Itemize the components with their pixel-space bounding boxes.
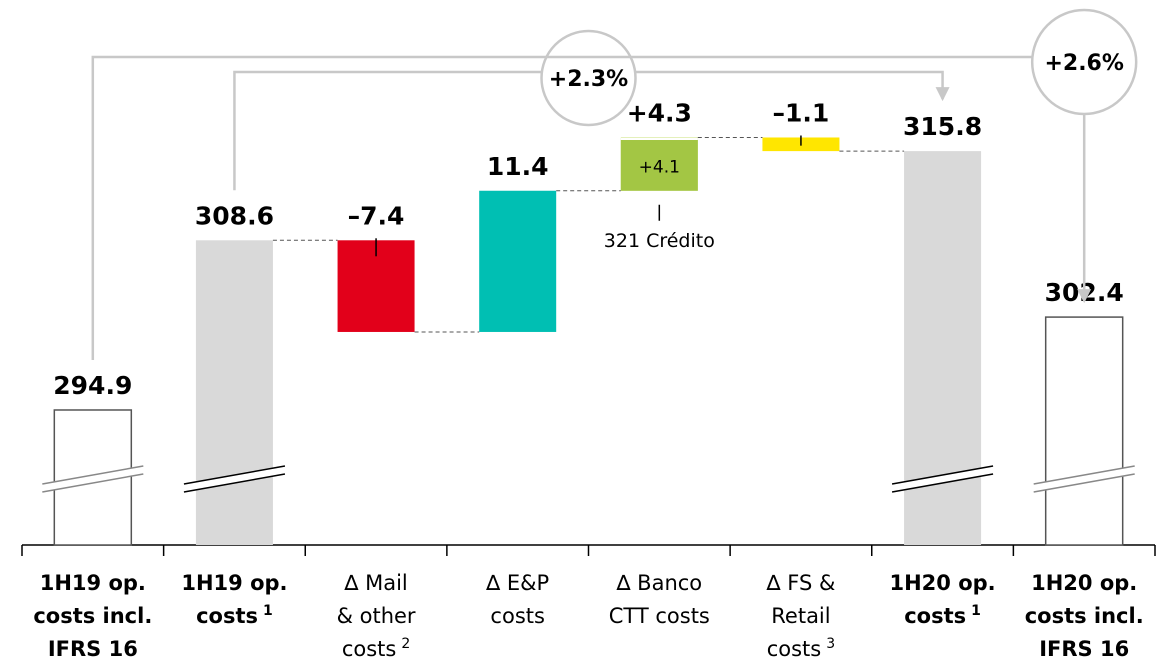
axis-break — [183, 465, 286, 485]
x-tick-label-text: 1H20 op. — [889, 571, 995, 595]
footnote-mark: 3 — [826, 636, 835, 652]
inner-segment — [620, 139, 698, 191]
x-tick-label-text: ∆ Banco — [615, 571, 702, 595]
value-label: –7.4 — [348, 201, 405, 230]
x-tick-label: & other — [337, 604, 416, 628]
x-tick-label: costs 1 — [904, 603, 981, 628]
x-tick-label: costs 3 — [767, 636, 835, 661]
axis-break — [1033, 466, 1135, 492]
x-tick-label-text: & other — [337, 604, 416, 628]
arrow-head — [1077, 289, 1092, 304]
x-tick-label: ∆ Banco — [615, 571, 702, 595]
x-tick-label: 1H20 op. — [1031, 571, 1137, 595]
x-tick-label: 1H19 op. — [181, 571, 287, 595]
inner-label: +4.1 — [639, 157, 680, 177]
arrow-head — [935, 87, 950, 102]
axis-break — [1033, 473, 1135, 493]
axis-break — [42, 473, 144, 493]
x-tick-label-text: IFRS 16 — [1039, 637, 1129, 661]
x-tick-label: 1H20 op. — [889, 571, 995, 595]
footnote-mark: 2 — [401, 636, 410, 652]
x-tick-label-text: costs — [342, 637, 397, 661]
x-tick-label-text: ∆ Mail — [343, 571, 407, 595]
footnote-mark: 1 — [971, 603, 981, 619]
x-tick-label-text: CTT costs — [609, 604, 710, 628]
x-tick-label: ∆ FS & — [766, 571, 836, 595]
x-tick-label: Retail — [771, 604, 830, 628]
x-tick-label: IFRS 16 — [1039, 637, 1129, 661]
x-tick-label: costs 2 — [342, 636, 410, 661]
x-tick-label-text: costs incl. — [1025, 604, 1144, 628]
growth-label: +2.6% — [1044, 51, 1123, 76]
x-tick-label: 1H19 op. — [40, 571, 146, 595]
x-tick-label-text: costs — [490, 604, 545, 628]
x-tick-label-text: costs incl. — [33, 604, 152, 628]
value-label: 11.4 — [487, 152, 549, 181]
x-tick-label-text: Retail — [771, 604, 830, 628]
growth-circle — [540, 29, 637, 127]
x-tick-label: ∆ E&P — [485, 571, 549, 595]
x-tick-label: costs incl. — [33, 604, 152, 628]
value-label: –1.1 — [773, 98, 830, 127]
axis-break — [892, 466, 994, 492]
x-tick-label-text: costs — [767, 637, 822, 661]
x-tick-label-text: ∆ FS & — [766, 571, 836, 595]
growth-circle — [1030, 8, 1138, 116]
axis-break — [1033, 465, 1135, 485]
x-tick-label-text: ∆ E&P — [485, 571, 549, 595]
axis-break — [183, 466, 285, 492]
x-tick-label-text: costs — [904, 604, 966, 628]
bar — [479, 190, 557, 332]
annotation: 321 Crédito — [604, 230, 715, 252]
x-tick-label-text: 1H19 op. — [181, 571, 287, 595]
growth-label: +2.3% — [549, 67, 628, 92]
x-tick-label: CTT costs — [609, 604, 710, 628]
x-tick-label: costs — [490, 604, 545, 628]
value-label: 294.9 — [53, 371, 132, 400]
value-label: 315.8 — [903, 112, 982, 141]
x-tick-label-text: 1H20 op. — [1031, 571, 1137, 595]
x-tick-label-text: 1H19 op. — [40, 571, 146, 595]
x-tick-label-text: IFRS 16 — [48, 637, 138, 661]
axis-break — [42, 466, 144, 492]
axis-break — [42, 465, 144, 485]
bar — [1044, 316, 1124, 546]
value-label: +4.3 — [627, 98, 692, 127]
x-tick-label: costs 1 — [196, 603, 273, 628]
axis-break — [891, 465, 994, 485]
x-tick-label: costs incl. — [1025, 604, 1144, 628]
value-label: 308.6 — [195, 201, 274, 230]
x-tick-label-text: costs — [196, 604, 258, 628]
footnote-mark: 1 — [263, 603, 273, 619]
x-tick-label: ∆ Mail — [343, 571, 407, 595]
axis-break — [183, 473, 286, 493]
growth-arrow — [91, 55, 1086, 360]
bar — [195, 240, 273, 545]
x-tick-label: IFRS 16 — [48, 637, 138, 661]
axis-break — [891, 473, 994, 493]
